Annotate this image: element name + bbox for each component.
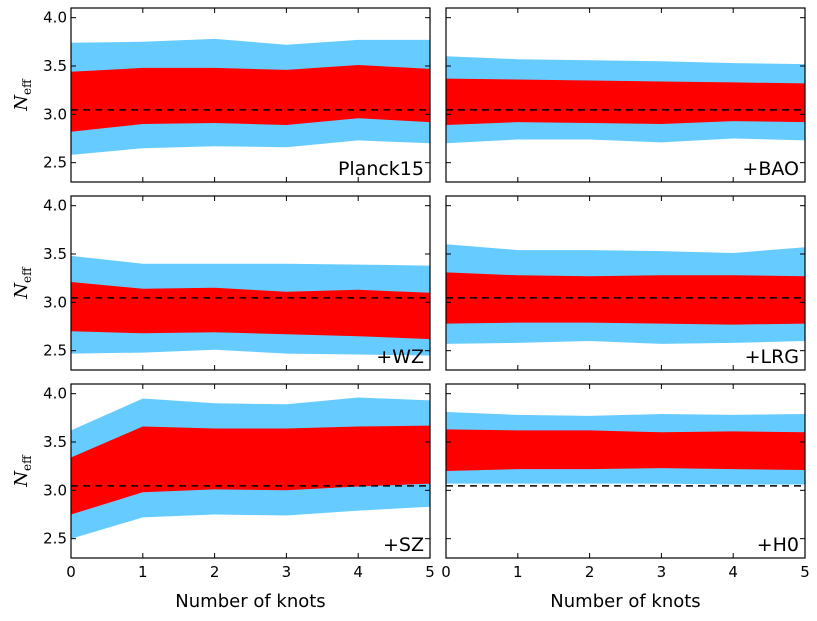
y-tick-label: 3.0 — [43, 481, 67, 499]
panel-5: 2.5 3.0 3.5 4.0 0 1 2 3 4 5+SZ Neff Number of knots — [11, 383, 435, 612]
panel-label: +LRG — [745, 346, 799, 368]
x-tick-label: 2 — [210, 563, 220, 581]
x-tick-label: 2 — [585, 563, 595, 581]
panel-label: +BAO — [742, 158, 799, 180]
panel-1: 2.5 3.0 3.5 4.0 Planck15 Neff — [11, 7, 431, 183]
panel-label: +H0 — [757, 534, 799, 556]
inner-band — [446, 78, 805, 125]
x-axis-label: Number of knots — [175, 591, 325, 612]
panel-label: Planck15 — [338, 158, 424, 180]
x-tick-label: 5 — [800, 563, 810, 581]
y-tick-label: 3.0 — [43, 105, 67, 123]
y-tick-label: 2.5 — [43, 530, 67, 548]
inner-band — [446, 272, 805, 325]
y-axis-label: Neff — [11, 266, 34, 300]
x-tick-label: 3 — [657, 563, 667, 581]
y-tick-label: 3.5 — [43, 245, 67, 263]
inner-band — [71, 282, 430, 340]
x-tick-label: 5 — [425, 563, 435, 581]
y-tick-label: 2.5 — [43, 154, 67, 172]
panel-4: +LRG — [445, 195, 806, 371]
panel-label: +SZ — [383, 534, 424, 556]
x-tick-label: 3 — [282, 563, 292, 581]
panel-6: 0 1 2 3 4 5+H0 Number of knots — [441, 383, 810, 612]
x-tick-label: 4 — [728, 563, 738, 581]
panel-2: +BAO — [445, 7, 806, 183]
y-tick-label: 4.0 — [43, 9, 67, 27]
axes-frame — [445, 195, 806, 371]
inner-band — [446, 429, 805, 471]
x-tick-label: 1 — [513, 563, 523, 581]
axes-frame — [70, 195, 431, 371]
x-tick-label: 1 — [138, 563, 148, 581]
y-tick-label: 2.5 — [43, 342, 67, 360]
y-tick-label: 3.5 — [43, 433, 67, 451]
axes-frame — [70, 7, 431, 183]
y-axis-label: Neff — [11, 454, 34, 488]
axes-frame — [445, 7, 806, 183]
axes-frame — [70, 383, 431, 559]
axes-frame — [445, 383, 806, 559]
x-axis-label: Number of knots — [550, 591, 700, 612]
x-tick-label: 0 — [66, 563, 76, 581]
inner-band — [71, 65, 430, 132]
y-tick-label: 3.5 — [43, 57, 67, 75]
x-tick-label: 4 — [353, 563, 363, 581]
y-tick-label: 4.0 — [43, 197, 67, 215]
y-tick-label: 4.0 — [43, 385, 67, 403]
panel-label: +WZ — [376, 346, 424, 368]
y-tick-label: 3.0 — [43, 293, 67, 311]
panel-3: 2.5 3.0 3.5 4.0 +WZ Neff — [11, 195, 431, 371]
x-tick-label: 0 — [441, 563, 451, 581]
inner-band — [71, 425, 430, 515]
y-axis-label: Neff — [11, 78, 34, 112]
